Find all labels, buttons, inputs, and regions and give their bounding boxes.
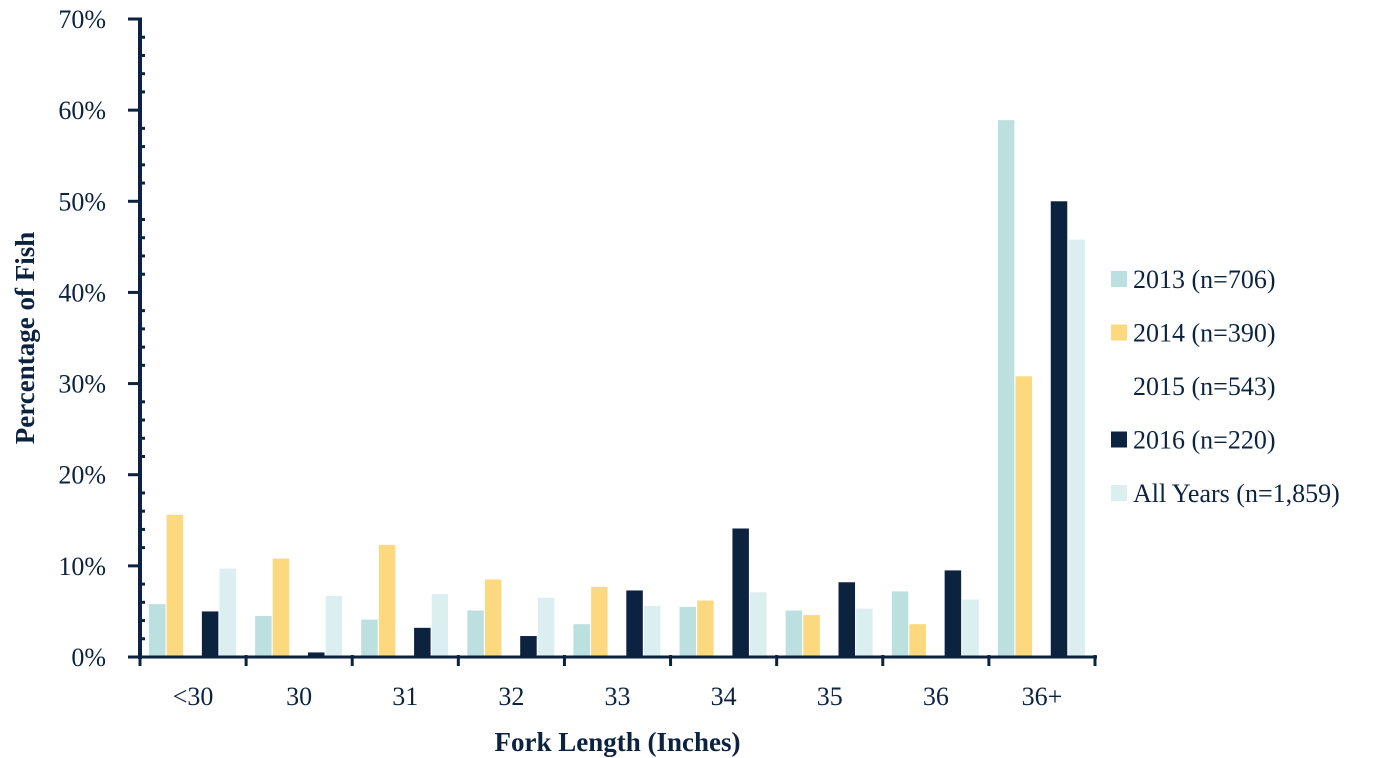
legend-label: 2014 (n=390) <box>1133 319 1275 348</box>
x-tick-label: 32 <box>498 682 524 711</box>
bars-group <box>149 120 1085 658</box>
bar-4-5 <box>626 590 643 657</box>
legend-swatch <box>1111 485 1127 501</box>
legend: 2013 (n=706) 2014 (n=390) 2015 (n=543) 2016… <box>1111 265 1340 508</box>
bar-1-2 <box>255 615 272 657</box>
bar-2-5 <box>591 586 608 657</box>
y-tick-label: 30% <box>58 370 106 399</box>
axes-group: 0% 10% 20% 30% 40% 50% 60% 70% <30 30 31 32 33 34 35 3… <box>58 5 1097 711</box>
bar-2-3 <box>378 544 396 657</box>
bar-5-6 <box>750 592 767 657</box>
legend-label: 2016 (n=220) <box>1133 426 1275 455</box>
y-tick-label: 70% <box>58 5 106 34</box>
y-tick-label: 40% <box>58 278 106 307</box>
x-tick-label: <30 <box>173 682 214 711</box>
bar-1-8 <box>891 591 909 657</box>
bar-1-7 <box>785 610 803 657</box>
bar-2-2 <box>272 558 290 657</box>
bar-1-5 <box>573 624 590 657</box>
y-tick-label: 60% <box>58 96 106 125</box>
bar-4-4 <box>520 636 537 657</box>
x-tick-label: 34 <box>711 682 737 711</box>
y-tick-label: 50% <box>58 187 106 216</box>
x-tick-label: 30 <box>286 682 312 711</box>
bar-1-1 <box>149 604 166 657</box>
legend-label: 2015 (n=543) <box>1133 372 1275 401</box>
bar-5-1 <box>219 568 236 657</box>
x-tick-label: 31 <box>392 682 418 711</box>
bar-4-7 <box>838 582 856 657</box>
x-axis-title: Fork Length (Inches) <box>494 727 740 757</box>
bar-5-8 <box>962 599 979 657</box>
y-tick-label: 10% <box>58 552 106 581</box>
y-tick-label: 20% <box>58 461 106 490</box>
bar-2-8 <box>909 624 926 657</box>
legend-label: All Years (n=1,859) <box>1133 479 1340 508</box>
bar-5-5 <box>643 605 661 657</box>
bar-2-1 <box>166 514 184 657</box>
bar-4-2 <box>307 652 325 657</box>
bar-5-7 <box>856 608 873 657</box>
bar-4-6 <box>732 528 749 657</box>
bar-4-8 <box>944 570 962 657</box>
x-axis-ticks: <30 30 31 32 33 34 35 36 36+ <box>138 655 1097 711</box>
bar-1-3 <box>361 619 378 657</box>
y-tick-label: 0% <box>71 643 106 672</box>
legend-swatch <box>1111 378 1127 394</box>
bar-1-9 <box>997 120 1015 658</box>
legend-swatch <box>1111 271 1127 287</box>
bar-4-3 <box>414 627 431 657</box>
bar-2-4 <box>484 579 502 657</box>
y-axis-title: Percentage of Fish <box>10 232 40 444</box>
x-tick-label: 36+ <box>1022 682 1063 711</box>
bar-2-7 <box>803 615 820 657</box>
bar-1-4 <box>467 610 484 657</box>
bar-5-9 <box>1068 239 1085 657</box>
bar-5-2 <box>325 595 343 657</box>
bar-2-9 <box>1015 376 1033 657</box>
bar-2-6 <box>697 600 714 657</box>
bar-5-3 <box>431 594 449 657</box>
legend-label: 2013 (n=706) <box>1133 265 1275 294</box>
x-tick-label: 36 <box>923 682 949 711</box>
x-tick-label: 35 <box>817 682 843 711</box>
bar-5-4 <box>537 597 555 657</box>
bar-4-1 <box>201 611 219 657</box>
legend-swatch <box>1111 324 1127 341</box>
x-tick-label: 33 <box>605 682 631 711</box>
legend-swatch <box>1111 431 1127 448</box>
y-axis-ticks: 0% 10% 20% 30% 40% 50% 60% 70% <box>58 5 145 672</box>
bar-4-9 <box>1050 201 1068 658</box>
bar-1-6 <box>679 606 697 657</box>
